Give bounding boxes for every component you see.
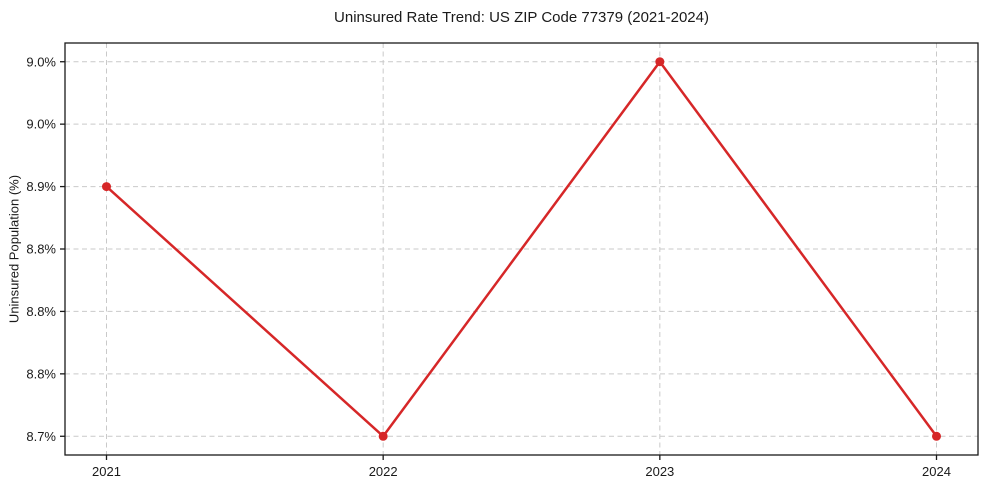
data-point-marker: [102, 182, 111, 192]
x-tick-label: 2021: [92, 464, 121, 479]
x-tick-label: 2024: [922, 464, 951, 479]
y-tick-label: 8.9%: [26, 179, 56, 194]
x-tick-label: 2023: [645, 464, 674, 479]
y-tick-label: 8.8%: [26, 242, 56, 257]
data-point-marker: [655, 57, 665, 67]
chart-title: Uninsured Rate Trend: US ZIP Code 77379 …: [334, 9, 709, 26]
y-tick-label: 9.0%: [26, 117, 56, 132]
data-point-marker: [378, 431, 388, 441]
y-tick-label: 8.8%: [26, 366, 56, 381]
trend-line: [105, 60, 938, 438]
data-point-marker: [932, 431, 941, 441]
y-tick-label: 8.8%: [26, 304, 56, 319]
y-tick-label: 9.0%: [26, 54, 56, 69]
x-tick-label: 2022: [369, 464, 398, 479]
y-tick-label: 8.7%: [26, 429, 56, 444]
